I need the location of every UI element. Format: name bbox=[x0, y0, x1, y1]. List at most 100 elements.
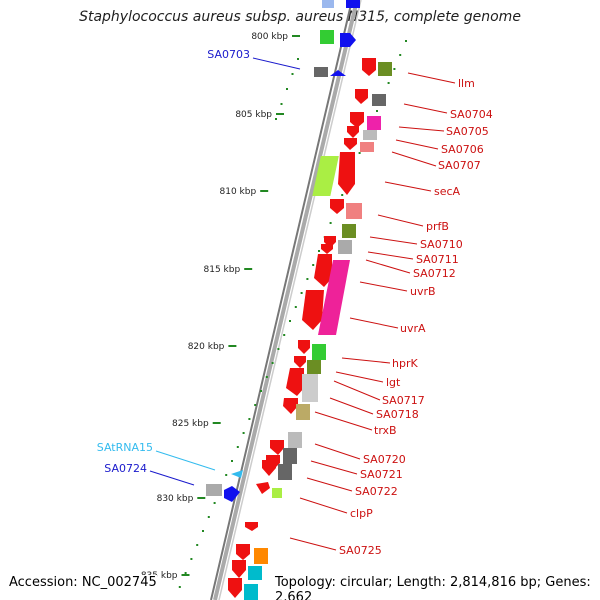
gene-SA0721-block[interactable] bbox=[283, 448, 297, 464]
gene-uvrB-arrow[interactable] bbox=[314, 254, 332, 287]
leader-line bbox=[289, 537, 337, 551]
gene-lgt-block[interactable] bbox=[307, 360, 321, 374]
gene-SA0705-block[interactable] bbox=[367, 116, 381, 130]
accession-label: Accession: NC_002745 bbox=[9, 575, 157, 590]
gene-label[interactable]: lgt bbox=[386, 376, 401, 389]
gene-SA0707-block[interactable] bbox=[360, 142, 374, 152]
gene-label[interactable]: trxB bbox=[374, 424, 397, 437]
gene-SA0720-block[interactable] bbox=[288, 432, 302, 448]
gene-block[interactable] bbox=[248, 566, 262, 580]
gene-label-SAtRNA15[interactable]: SAtRNA15 bbox=[97, 441, 153, 454]
leader-line bbox=[299, 497, 348, 514]
leader-line bbox=[403, 103, 448, 114]
gene-arrow[interactable] bbox=[340, 33, 356, 47]
gene-label[interactable]: SA0721 bbox=[360, 468, 403, 481]
gene-uvrA-arrow[interactable] bbox=[302, 290, 324, 330]
gene-secA-block[interactable] bbox=[312, 156, 339, 196]
gene-prfB-block[interactable] bbox=[346, 203, 362, 219]
gene-trxB-block[interactable] bbox=[296, 404, 310, 420]
gene-llm-block[interactable] bbox=[378, 62, 392, 76]
gene-label[interactable]: SA0718 bbox=[376, 408, 419, 421]
gc-dot bbox=[254, 404, 257, 406]
gene-label[interactable]: SA0725 bbox=[339, 544, 382, 557]
gc-dot bbox=[300, 292, 303, 294]
gc-dot bbox=[202, 530, 204, 532]
gene-uvrA-block[interactable] bbox=[318, 260, 350, 335]
gene-label-SA0724[interactable]: SA0724 bbox=[104, 462, 147, 475]
gene-label[interactable]: SA0707 bbox=[438, 159, 481, 172]
gc-dot bbox=[184, 572, 187, 574]
gene-arrow[interactable] bbox=[362, 58, 376, 76]
scale-tick-label: 830 kbp bbox=[157, 494, 194, 504]
gene-arrow[interactable] bbox=[286, 368, 304, 396]
scale-tick-label: 820 kbp bbox=[188, 342, 225, 352]
gc-dot bbox=[260, 390, 262, 392]
gene-SA0703-arrow[interactable] bbox=[330, 70, 346, 76]
scale-dot bbox=[280, 103, 283, 105]
gene-clpP-block[interactable] bbox=[272, 488, 282, 498]
gene-label[interactable]: SA0712 bbox=[413, 267, 456, 280]
gene-block[interactable] bbox=[346, 0, 360, 8]
leader-line bbox=[349, 317, 399, 329]
backbone-track-inner bbox=[210, 0, 353, 600]
gene-SA0703-block[interactable] bbox=[314, 67, 328, 77]
gene-block[interactable] bbox=[322, 0, 334, 8]
gene-arrow[interactable] bbox=[355, 89, 368, 104]
gc-dot bbox=[376, 110, 378, 112]
gene-SA0717-block[interactable] bbox=[302, 374, 318, 402]
gene-block[interactable] bbox=[244, 584, 258, 600]
gene-label[interactable]: SA0722 bbox=[355, 485, 398, 498]
gene-label[interactable]: hprK bbox=[392, 357, 418, 370]
gene-SA0724-block[interactable] bbox=[206, 484, 222, 496]
gene-arrow[interactable] bbox=[270, 440, 284, 455]
leader-line bbox=[407, 72, 456, 84]
gene-arrow[interactable] bbox=[232, 560, 246, 578]
gene-SA0725-arrow[interactable] bbox=[236, 544, 250, 560]
gene-SA0724-arrow[interactable] bbox=[224, 486, 240, 502]
gene-clpP-arrow[interactable] bbox=[256, 482, 270, 494]
gene-label[interactable]: uvrA bbox=[400, 322, 426, 335]
gene-block[interactable] bbox=[254, 548, 268, 564]
gene-arrow[interactable] bbox=[283, 398, 298, 414]
leader-line bbox=[314, 443, 361, 460]
gene-secA-arrow[interactable] bbox=[338, 152, 355, 195]
gene-label[interactable]: SA0710 bbox=[420, 238, 463, 251]
gene-arrow[interactable] bbox=[245, 522, 258, 531]
gene-arrow[interactable] bbox=[344, 138, 357, 150]
gene-SAtRNA15-arrow[interactable] bbox=[231, 470, 243, 478]
gene-arrow[interactable] bbox=[228, 578, 242, 598]
gene-arrow[interactable] bbox=[294, 356, 306, 368]
gene-label[interactable]: SA0711 bbox=[416, 253, 459, 266]
gene-block[interactable] bbox=[320, 30, 334, 44]
gene-label-SA0703[interactable]: SA0703 bbox=[207, 48, 250, 61]
gene-label[interactable]: secA bbox=[434, 185, 461, 198]
gene-label[interactable]: SA0705 bbox=[446, 125, 489, 138]
gene-hprK-block[interactable] bbox=[312, 344, 326, 360]
gene-labels: SA0703 SAtRNA15 SA0724 llm SA0704 SA0705… bbox=[97, 48, 493, 557]
gc-dot bbox=[277, 348, 280, 350]
gene-arrow[interactable] bbox=[350, 112, 364, 128]
gene-arrow[interactable] bbox=[330, 199, 344, 214]
gene-SA0722-block[interactable] bbox=[278, 464, 292, 480]
gene-label[interactable]: clpP bbox=[350, 507, 373, 520]
gene-label[interactable]: SA0706 bbox=[441, 143, 484, 156]
gene-label[interactable]: SA0717 bbox=[382, 394, 425, 407]
gene-label[interactable]: uvrB bbox=[410, 285, 436, 298]
gene-label[interactable]: SA0704 bbox=[450, 108, 493, 121]
gc-dot-tracks bbox=[178, 40, 407, 588]
gc-dot bbox=[329, 222, 332, 224]
gene-SA0711-block[interactable] bbox=[338, 240, 352, 254]
gene-SA0704-block[interactable] bbox=[372, 94, 386, 106]
scale-dot bbox=[286, 88, 288, 90]
gene-label[interactable]: SA0720 bbox=[363, 453, 406, 466]
gene-arrow[interactable] bbox=[262, 460, 276, 476]
gene-SA0710-block[interactable] bbox=[342, 224, 356, 238]
gene-label[interactable]: prfB bbox=[426, 220, 449, 233]
scale-tick-label: 810 kbp bbox=[220, 187, 257, 197]
gene-SA0706-block[interactable] bbox=[363, 130, 377, 140]
gene-arrow[interactable] bbox=[321, 244, 333, 254]
gene-arrow[interactable] bbox=[298, 340, 310, 354]
gene-label[interactable]: llm bbox=[458, 77, 475, 90]
gene-arrow[interactable] bbox=[347, 126, 359, 138]
gc-dot bbox=[387, 82, 390, 84]
